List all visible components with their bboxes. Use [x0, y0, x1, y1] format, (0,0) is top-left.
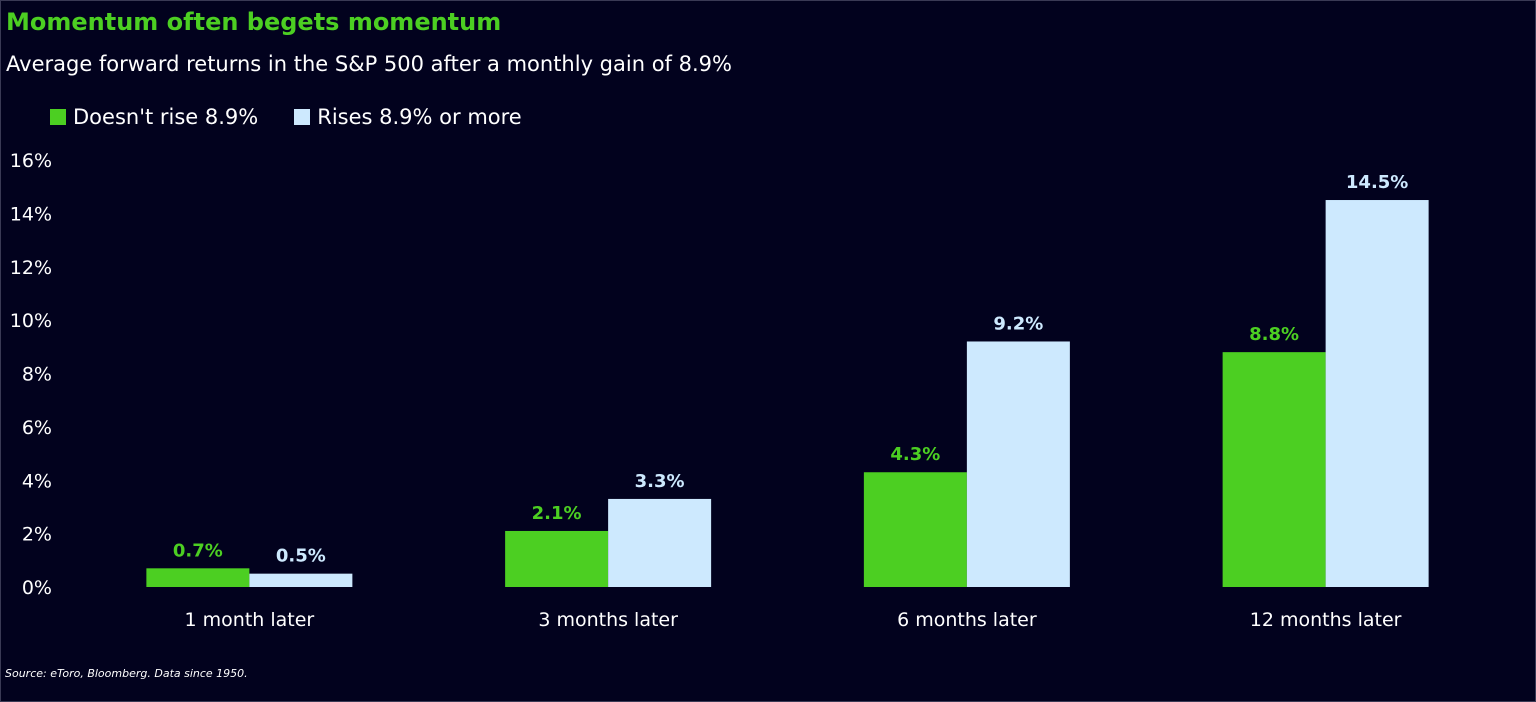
legend-swatch-green — [50, 109, 66, 125]
bar-doesnt-rise-1 — [146, 568, 250, 587]
bar-value-label: 3.3% — [635, 471, 685, 492]
chart-subtitle: Average forward returns in the S&P 500 a… — [6, 52, 732, 76]
bar-value-label: 2.1% — [532, 503, 582, 524]
source-note: Source: eToro, Bloomberg. Data since 195… — [5, 667, 248, 680]
y-tick-label: 16% — [10, 150, 52, 172]
y-tick-label: 14% — [10, 203, 52, 225]
chart-title: Momentum often begets momentum — [6, 8, 502, 36]
y-tick-label: 8% — [22, 364, 52, 386]
bar-rises-2 — [608, 498, 712, 587]
bar-value-label: 14.5% — [1346, 172, 1408, 193]
bar-value-label: 8.8% — [1249, 324, 1299, 345]
legend-item-rises: Rises 8.9% or more — [294, 105, 522, 129]
bars — [146, 200, 1429, 587]
bar-doesnt-rise-2 — [505, 530, 609, 587]
bar-value-label: 9.2% — [993, 313, 1043, 334]
x-category-label: 3 months later — [538, 609, 678, 631]
y-tick-label: 6% — [22, 417, 52, 439]
bar-value-label: 0.5% — [276, 546, 326, 567]
y-tick-label: 2% — [22, 524, 52, 546]
x-category-label: 12 months later — [1250, 609, 1402, 631]
legend-item-doesnt-rise: Doesn't rise 8.9% — [50, 105, 258, 129]
bar-value-label: 4.3% — [890, 444, 940, 465]
y-axis: 0% 2% 4% 6% 8% 10% 12% 14% 16% — [10, 150, 52, 599]
y-tick-label: 10% — [10, 310, 52, 332]
bar-rises-1 — [249, 573, 353, 587]
bar-doesnt-rise-4 — [1222, 352, 1326, 587]
bar-rises-3 — [966, 341, 1070, 587]
bar-value-labels: 0.7% 0.5% 2.1% 3.3% 4.3% 9.2% 8.8% 14.5% — [173, 172, 1408, 567]
bar-doesnt-rise-3 — [863, 472, 967, 587]
legend-swatch-light — [294, 109, 311, 125]
x-category-label: 1 month later — [185, 609, 315, 631]
x-category-label: 6 months later — [897, 609, 1037, 631]
y-tick-label: 12% — [10, 257, 52, 279]
legend: Doesn't rise 8.9% Rises 8.9% or more — [50, 105, 558, 129]
legend-label-doesnt-rise: Doesn't rise 8.9% — [73, 105, 259, 129]
x-axis: 1 month later 3 months later 6 months late… — [185, 609, 1402, 631]
bar-value-label: 0.7% — [173, 540, 223, 561]
y-tick-label: 4% — [22, 470, 52, 492]
legend-label-rises: Rises 8.9% or more — [317, 105, 522, 129]
y-tick-label: 0% — [22, 577, 52, 599]
bar-rises-4 — [1325, 200, 1429, 587]
